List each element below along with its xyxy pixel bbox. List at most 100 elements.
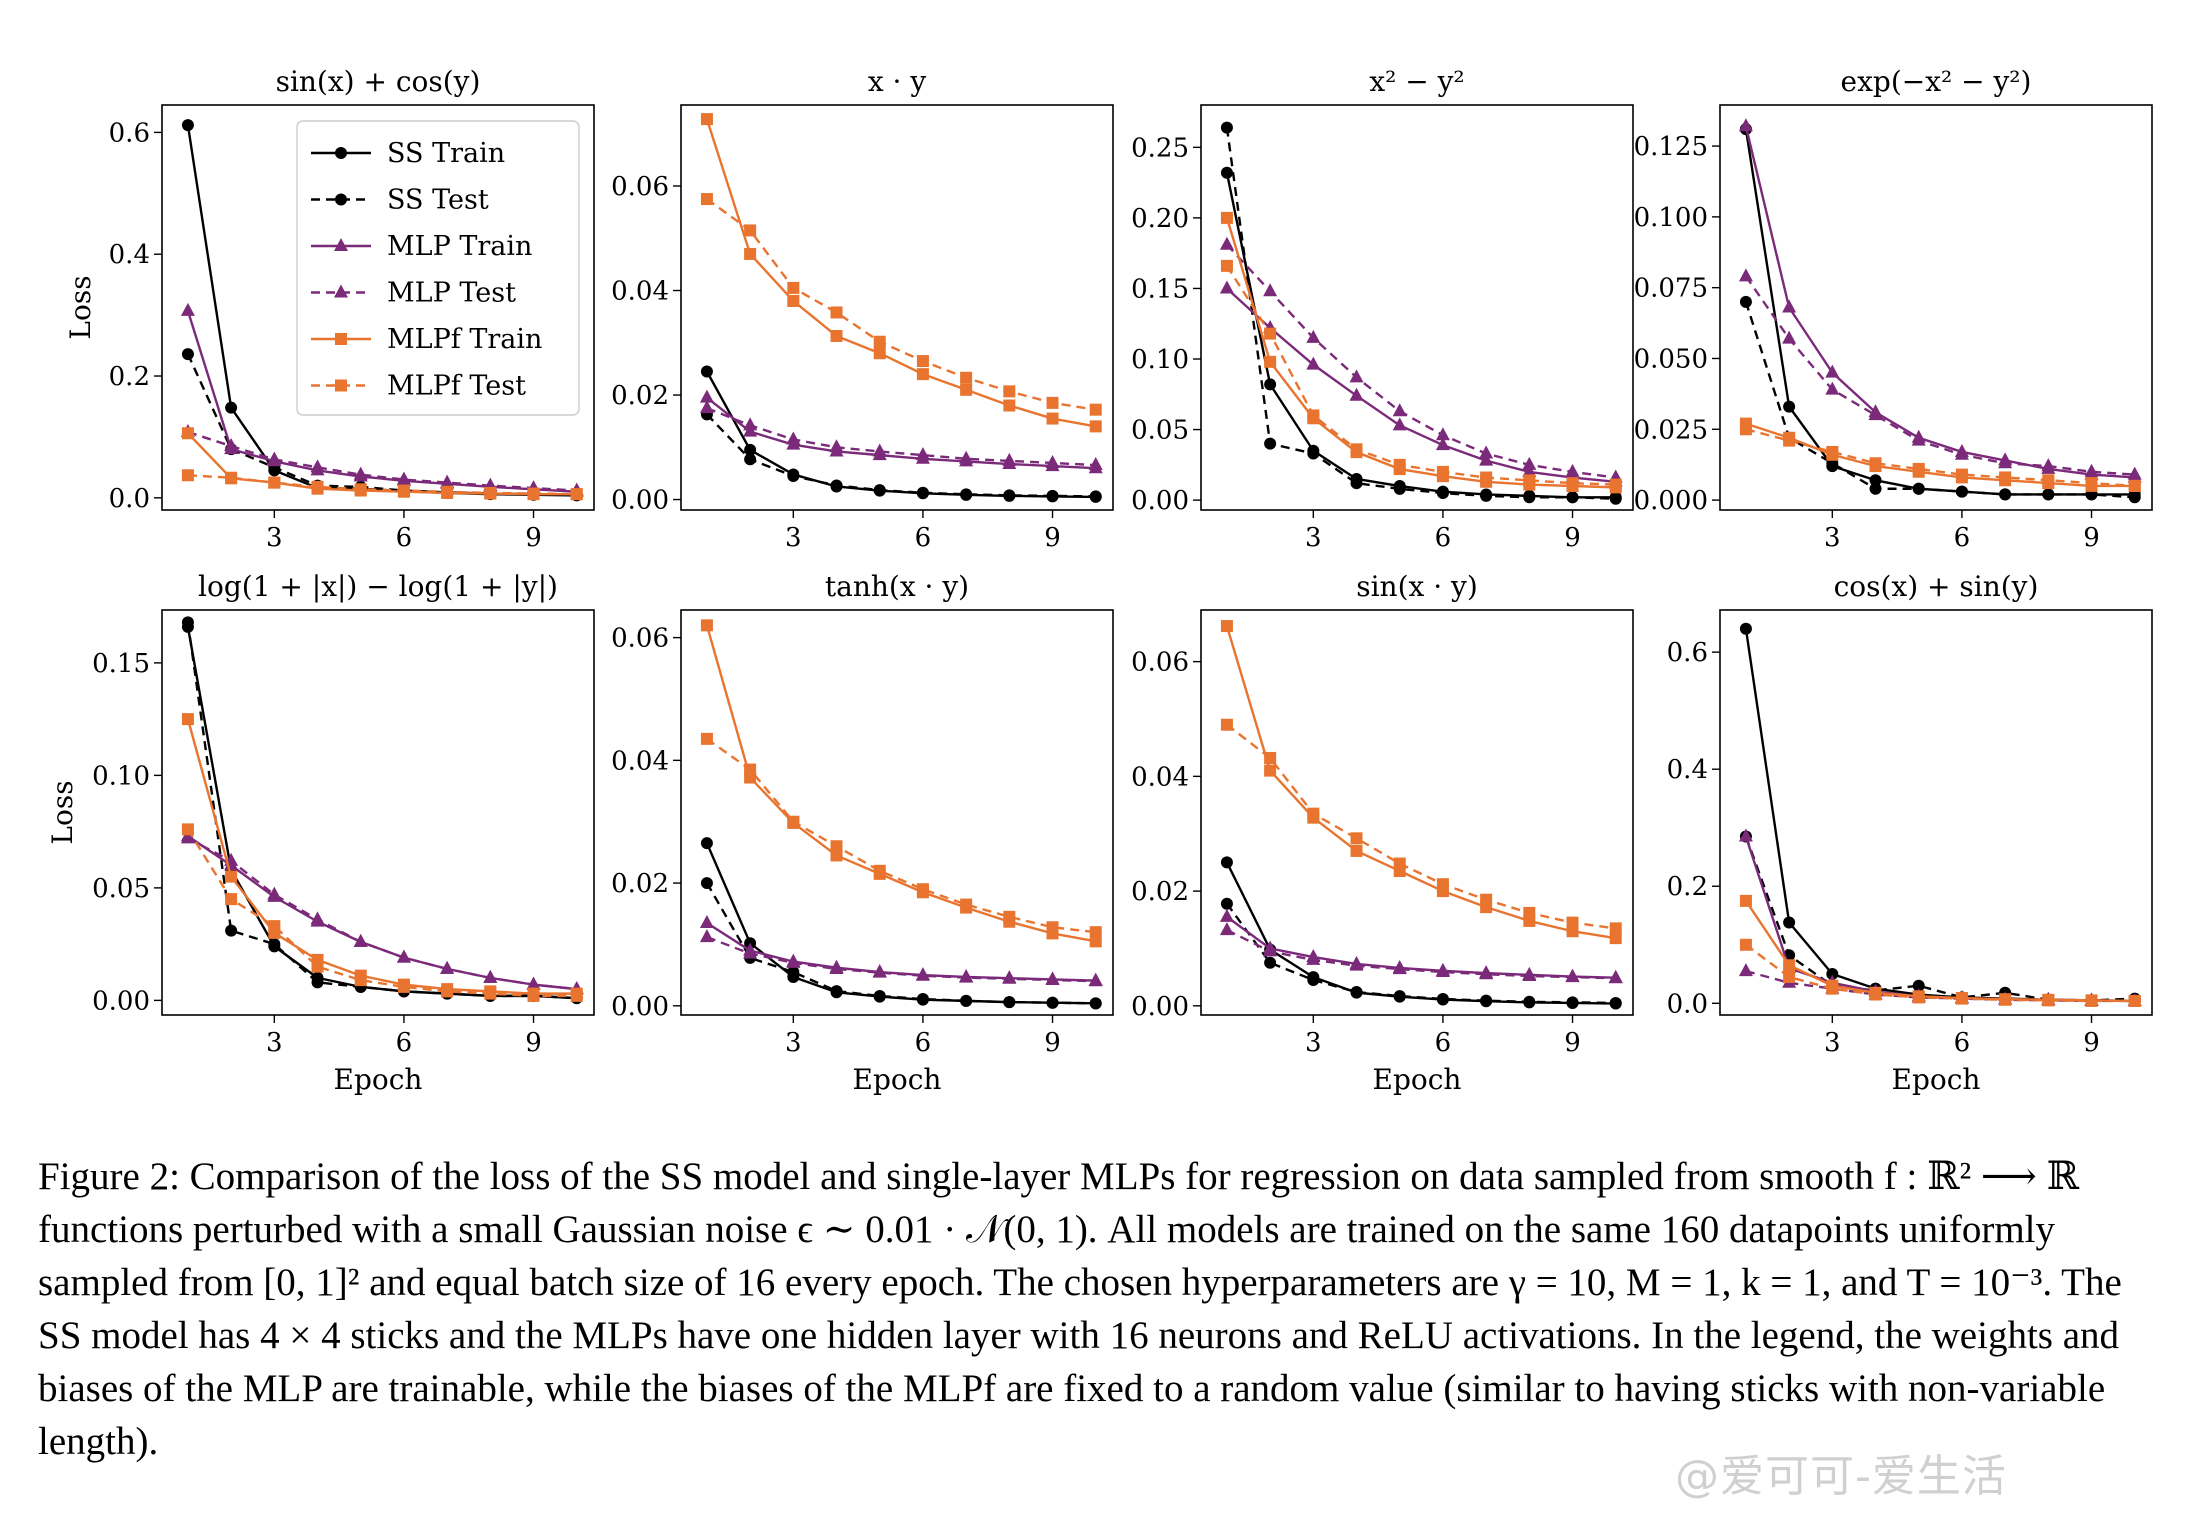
data-point xyxy=(1609,478,1622,491)
legend-label: SS Train xyxy=(387,138,505,169)
data-point xyxy=(1393,482,1406,495)
data-point xyxy=(1480,994,1493,1007)
data-point xyxy=(1566,491,1579,504)
chart-panel-7: sin(x · y) 3 6 9 0.00 0.02 0.04 0.06 Epoch xyxy=(1131,570,1634,1096)
data-point xyxy=(1089,926,1102,939)
data-point xyxy=(181,348,194,361)
y-tick-label: 0.00 xyxy=(1131,992,1189,1022)
x-tick-label: 3 xyxy=(1824,523,1841,553)
data-point xyxy=(1911,432,1926,446)
x-tick-label: 9 xyxy=(525,523,542,553)
series-line xyxy=(706,406,1096,467)
y-tick-label: 0.2 xyxy=(1667,872,1708,902)
data-point xyxy=(743,417,758,431)
legend-label: MLP Train xyxy=(387,231,532,262)
data-point xyxy=(1912,991,1925,1004)
data-point xyxy=(2128,479,2141,492)
y-tick-label: 0.04 xyxy=(611,746,669,776)
data-point xyxy=(873,347,886,360)
data-point xyxy=(1046,412,1059,425)
data-point xyxy=(397,980,410,993)
y-tick-label: 0.125 xyxy=(1634,132,1708,162)
data-point xyxy=(1089,403,1102,416)
data-point xyxy=(1608,970,1623,984)
data-point xyxy=(1738,963,1753,977)
data-point xyxy=(1609,996,1622,1009)
legend-entry: SS Test xyxy=(311,185,489,216)
data-point xyxy=(959,450,974,464)
data-point xyxy=(699,929,714,943)
legend-entry: MLP Test xyxy=(311,278,516,309)
series-line xyxy=(706,737,1096,934)
data-point xyxy=(396,949,411,963)
data-point xyxy=(1522,463,1537,477)
data-point xyxy=(353,933,368,947)
data-point xyxy=(526,976,541,990)
series-line xyxy=(1225,861,1616,1005)
data-point xyxy=(1089,420,1102,433)
data-point xyxy=(744,763,757,776)
data-point xyxy=(1609,932,1622,945)
data-point xyxy=(1435,963,1450,977)
data-point xyxy=(1782,299,1797,313)
data-point xyxy=(1999,993,2012,1006)
y-tick-label: 0.0 xyxy=(109,484,150,514)
data-point xyxy=(1739,295,1752,308)
data-point xyxy=(743,945,758,959)
data-point xyxy=(1003,385,1016,398)
data-point xyxy=(225,893,238,906)
y-tick-label: 0.04 xyxy=(611,277,669,307)
chart-title: log(1 + |x|) − log(1 + |y|) xyxy=(198,570,558,603)
x-tick-label: 3 xyxy=(1824,1028,1841,1058)
series-line xyxy=(187,430,577,492)
data-point xyxy=(2084,463,2099,477)
series-line xyxy=(186,718,577,995)
chart-title: sin(x · y) xyxy=(1356,570,1478,603)
data-point xyxy=(1912,462,1925,475)
y-tick-label: 0.04 xyxy=(1131,762,1189,792)
data-point xyxy=(268,938,281,951)
data-point xyxy=(181,823,194,836)
y-axis-label: Loss xyxy=(64,275,97,339)
data-point xyxy=(1523,995,1536,1008)
series-line xyxy=(187,432,577,496)
series-line xyxy=(1744,628,2135,1003)
data-point xyxy=(483,969,498,983)
series-line xyxy=(187,837,577,991)
data-point xyxy=(1738,268,1753,282)
data-point xyxy=(1825,364,1840,378)
data-point xyxy=(1306,356,1321,370)
x-tick-label: 6 xyxy=(396,1028,413,1058)
y-tick-label: 0.15 xyxy=(92,649,150,679)
data-point xyxy=(268,920,281,933)
data-point xyxy=(1566,996,1579,1009)
plot-frame xyxy=(161,104,595,511)
data-point xyxy=(1479,966,1494,980)
plot-frame xyxy=(1200,104,1634,511)
data-point xyxy=(1220,718,1233,731)
y-tick-label: 0.02 xyxy=(611,869,669,899)
figure-caption: Figure 2: Comparison of the loss of the … xyxy=(38,1150,2173,1468)
x-tick-label: 3 xyxy=(266,1028,283,1058)
data-point xyxy=(1089,490,1102,503)
y-tick-label: 0.10 xyxy=(1131,345,1189,375)
data-point xyxy=(2042,474,2055,487)
data-point xyxy=(1436,992,1449,1005)
data-point xyxy=(1046,489,1059,502)
data-point xyxy=(1350,443,1363,456)
data-point xyxy=(1350,844,1363,857)
data-point xyxy=(1869,474,1882,487)
data-point xyxy=(1306,951,1321,965)
data-point xyxy=(1739,622,1752,635)
data-point xyxy=(180,302,195,316)
data-point xyxy=(570,488,583,501)
data-point xyxy=(699,914,714,928)
data-point xyxy=(1307,447,1320,460)
chart-title: exp(−x² − y²) xyxy=(1841,65,2032,98)
data-point xyxy=(786,954,801,968)
series-line xyxy=(1226,287,1616,483)
data-point xyxy=(1826,982,1839,995)
data-point xyxy=(1264,327,1277,340)
data-point xyxy=(787,815,800,828)
data-point xyxy=(1739,423,1752,436)
